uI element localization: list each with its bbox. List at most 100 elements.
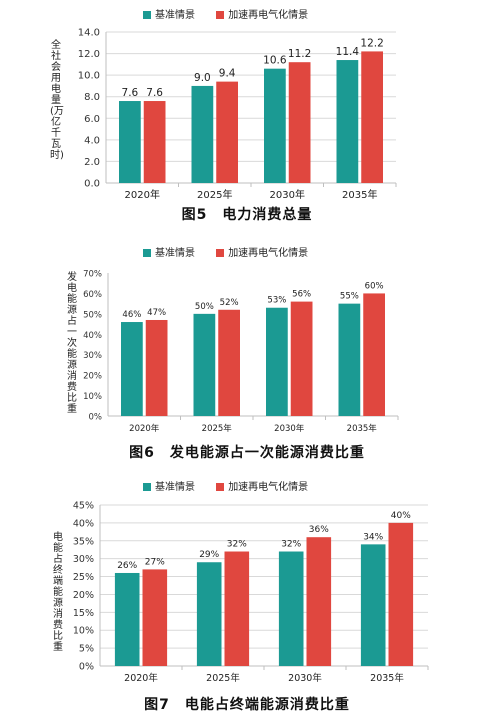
chart1-x-tick-label: 2035年 <box>342 188 377 201</box>
chart3-y-tick-label: 5% <box>79 644 94 655</box>
chart2-y-tick-label: 0% <box>89 413 103 423</box>
chart3-legend-accel: 加速再电气化情景 <box>228 482 309 493</box>
chart3-bar <box>196 562 222 666</box>
chart2-x-tick-label: 2035年 <box>347 423 378 434</box>
chart3-data-label: 26% <box>117 561 137 571</box>
chart1-y-axis-title: 全社会用电量(万亿千瓦时) <box>50 40 64 161</box>
chart2-y-tick-label: 40% <box>83 331 102 341</box>
chart3-legend-swatch-base <box>143 483 151 491</box>
chart1-legend-swatch-base <box>143 11 151 19</box>
chart2-data-label: 47% <box>147 308 166 318</box>
chart2-bar <box>145 319 168 416</box>
chart1-y-tick-label: 6.0 <box>84 114 100 125</box>
chart1-y-tick-label: 8.0 <box>84 92 100 103</box>
chart1-bar <box>191 85 214 183</box>
chart1-legend-swatch-accel <box>216 11 225 19</box>
chart3-bar <box>114 572 140 666</box>
chart2-y-axis-title: 发电能源占一次能源消费比重 <box>67 272 77 415</box>
chart3-y-tick-label: 45% <box>73 501 94 512</box>
chart3-x-tick-label: 2020年 <box>124 672 158 684</box>
chart2-data-label: 55% <box>340 292 359 302</box>
chart1-caption: 图5 电力消费总量 <box>181 207 313 223</box>
chart3-x-tick-label: 2025年 <box>206 672 240 684</box>
chart1-data-label: 11.4 <box>336 46 360 58</box>
chart3-y-tick-label: 25% <box>73 572 94 583</box>
chart1-y-tick-label: 14.0 <box>78 28 100 39</box>
chart1-legend-base: 基准情景 <box>155 10 195 21</box>
chart3-data-label: 32% <box>281 540 301 550</box>
chart3-data-label: 29% <box>199 550 219 560</box>
chart2-bar <box>193 313 216 416</box>
chart2-legend-swatch-accel <box>216 249 225 257</box>
chart3-bar <box>278 551 304 666</box>
chart3-y-tick-label: 40% <box>73 518 94 529</box>
chart1-bar <box>336 60 359 183</box>
chart3-caption: 图7 电能占终端能源消费比重 <box>144 697 350 713</box>
chart1-y-tick-label: 0.0 <box>84 179 100 190</box>
chart3-bar <box>388 522 414 666</box>
chart1-data-label: 11.2 <box>288 48 311 60</box>
chart1-x-tick-label: 2020年 <box>125 188 160 201</box>
chart3-y-tick-label: 15% <box>73 608 94 619</box>
chart3-bar <box>224 551 250 666</box>
chart3-x-tick-label: 2030年 <box>288 672 322 684</box>
chart2-y-tick-label: 60% <box>83 290 102 300</box>
chart2-y-tick-label: 30% <box>83 351 102 361</box>
chart3-y-tick-label: 30% <box>73 554 94 565</box>
chart3-y-tick-label: 20% <box>73 590 94 601</box>
chart-panel-generation-share: 基准情景 加速再电气化情景 发电能源占一次能源消费比重 0% 10% 20% 30% 4… <box>0 236 494 470</box>
chart2-legend-base: 基准情景 <box>155 248 195 259</box>
chart2-data-label: 56% <box>292 290 311 300</box>
chart1-legend: 基准情景 加速再电气化情景 <box>143 6 326 21</box>
chart1-bar <box>216 81 238 183</box>
chart1-data-label: 12.2 <box>360 37 383 49</box>
chart2-y-tick-label: 10% <box>83 392 102 402</box>
chart3-legend-base: 基准情景 <box>155 482 195 493</box>
chart1-y-tick-label: 12.0 <box>78 49 100 60</box>
chart1-x-tick-label: 2030年 <box>270 188 305 201</box>
chart3-data-label: 32% <box>227 540 247 550</box>
chart2-bar <box>290 301 313 416</box>
chart1-bar <box>264 68 286 183</box>
chart3-y-tick-label: 10% <box>73 626 94 637</box>
chart3-y-tick-label: 0% <box>79 662 94 673</box>
chart1-data-label: 9.0 <box>194 72 211 84</box>
chart3-data-label: 34% <box>363 532 383 542</box>
chart-panel-electricity-terminal-share: 基准情景 加速再电气化情景 电能占终端能源消费比重 0% 5% 10% 15% 20% 2… <box>0 472 494 720</box>
chart2-x-tick-label: 2020年 <box>129 423 160 434</box>
chart2-data-label: 60% <box>365 281 384 291</box>
chart2-x-tick-label: 2025年 <box>202 423 233 434</box>
chart1-data-label: 9.4 <box>219 68 236 80</box>
chart1-data-label: 7.6 <box>146 87 163 99</box>
chart-panel-electricity-consumption: 基准情景 加速再电气化情景 全社会用电量(万亿千瓦时) 0.0 2.0 4.0 6.0… <box>0 0 494 230</box>
chart2-y-tick-label: 70% <box>83 270 102 280</box>
chart1-y-tick-label: 2.0 <box>84 157 100 168</box>
chart2-legend-swatch-base <box>143 249 151 257</box>
chart3-y-axis-title: 电能占终端能源消费比重 <box>53 532 63 653</box>
chart2-data-label: 52% <box>220 298 239 308</box>
chart2-legend-accel: 加速再电气化情景 <box>228 248 309 259</box>
chart3-data-label: 40% <box>391 511 411 521</box>
chart2-data-label: 53% <box>267 296 286 306</box>
chart3-bar <box>360 544 386 666</box>
chart3-data-label: 36% <box>309 525 329 535</box>
chart1-legend-accel: 加速再电气化情景 <box>228 10 309 21</box>
chart1-bar <box>143 101 166 183</box>
chart3-y-tick-label: 35% <box>73 536 94 547</box>
chart2-bar <box>338 303 361 416</box>
chart3-data-label: 27% <box>145 557 165 567</box>
chart2-data-label: 46% <box>122 310 141 320</box>
chart1-bar <box>361 51 383 183</box>
chart2-caption: 图6 发电能源占一次能源消费比重 <box>129 445 365 461</box>
chart1-y-tick-label: 10.0 <box>78 71 100 82</box>
chart2-data-label: 50% <box>195 302 214 312</box>
chart3-legend: 基准情景 加速再电气化情景 <box>143 478 326 493</box>
chart3-x-tick-label: 2035年 <box>370 672 404 684</box>
chart3-bar <box>142 569 168 666</box>
chart1-bar <box>288 62 311 184</box>
chart1-data-label: 10.6 <box>263 55 287 67</box>
chart2-bar <box>218 309 240 416</box>
chart1-y-tick-label: 4.0 <box>84 135 100 146</box>
chart2-y-tick-label: 20% <box>83 372 102 382</box>
chart3-bar <box>306 537 332 666</box>
